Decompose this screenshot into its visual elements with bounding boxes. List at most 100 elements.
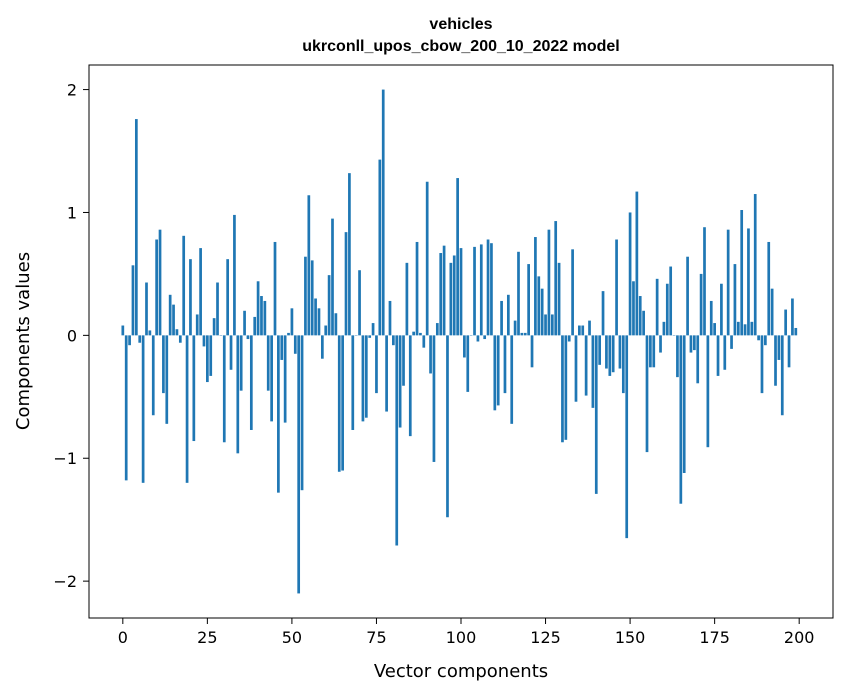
bar-115	[510, 335, 513, 423]
bar-38	[250, 335, 253, 430]
bar-93	[436, 323, 439, 335]
bar-119	[524, 333, 527, 335]
bar-123	[537, 276, 540, 335]
bar-5	[138, 335, 141, 342]
bar-139	[592, 335, 595, 408]
x-tick-label-6: 150	[615, 628, 646, 647]
bar-49	[287, 333, 290, 335]
bar-109	[490, 243, 493, 335]
bar-47	[280, 335, 283, 360]
bar-55	[307, 195, 310, 335]
bar-142	[602, 291, 605, 335]
bar-175	[713, 323, 716, 335]
bar-19	[186, 335, 189, 482]
bar-94	[439, 253, 442, 335]
bar-3	[132, 265, 135, 335]
x-tick-label-5: 125	[530, 628, 561, 647]
bar-72	[365, 335, 368, 417]
bar-43	[267, 335, 270, 390]
bar-4	[135, 119, 138, 335]
bar-162	[669, 267, 672, 336]
bar-180	[730, 335, 733, 349]
bar-132	[568, 335, 571, 341]
bar-137	[585, 335, 588, 395]
bar-153	[639, 296, 642, 335]
bar-68	[351, 335, 354, 430]
bar-138	[588, 321, 591, 336]
bar-95	[443, 246, 446, 336]
chart-subtitle: ukrconll_upos_cbow_200_10_2022 model	[302, 38, 619, 55]
bar-51	[294, 335, 297, 353]
bar-112	[500, 301, 503, 335]
bar-178	[723, 335, 726, 369]
bar-125	[544, 314, 547, 335]
bar-31	[226, 259, 229, 335]
bar-144	[608, 335, 611, 376]
y-tick-label-2: 0	[67, 326, 77, 345]
bar-145	[612, 335, 615, 372]
bar-16	[176, 329, 179, 335]
bar-62	[331, 219, 334, 336]
bar-160	[663, 322, 666, 336]
bar-7	[145, 283, 148, 336]
bar-86	[412, 332, 415, 336]
bar-190	[764, 335, 767, 345]
bar-25	[206, 335, 209, 382]
bar-113	[504, 335, 507, 393]
bar-182	[737, 322, 740, 336]
bars-group	[121, 90, 797, 594]
x-axis-label: Vector components	[374, 661, 548, 682]
bar-28	[216, 283, 219, 336]
bar-57	[314, 298, 317, 335]
bar-52	[297, 335, 300, 593]
y-tick-label-1: −1	[53, 449, 77, 468]
bar-96	[446, 335, 449, 517]
bar-63	[335, 313, 338, 335]
bar-54	[304, 257, 307, 336]
bar-197	[788, 335, 791, 367]
bar-45	[274, 242, 277, 335]
bar-147	[619, 335, 622, 368]
bar-10	[155, 240, 158, 336]
y-tick-label-0: −2	[53, 572, 77, 591]
bar-183	[740, 210, 743, 335]
bar-53	[301, 335, 304, 490]
bar-169	[693, 335, 696, 350]
bar-134	[575, 335, 578, 401]
bar-177	[720, 284, 723, 336]
bar-192	[771, 289, 774, 336]
bar-170	[696, 335, 699, 383]
bar-184	[744, 324, 747, 335]
bar-104	[473, 247, 476, 335]
bar-2	[128, 335, 131, 345]
bar-17	[179, 335, 182, 342]
bar-87	[416, 242, 419, 335]
bar-187	[754, 194, 757, 335]
bar-136	[581, 326, 584, 336]
x-tick-label-0: 0	[118, 628, 128, 647]
bar-30	[223, 335, 226, 442]
bar-40	[257, 281, 260, 335]
bar-152	[636, 192, 639, 336]
bar-77	[382, 90, 385, 336]
bar-79	[389, 301, 392, 335]
bar-60	[324, 326, 327, 336]
bar-44	[270, 335, 273, 421]
bar-106	[480, 244, 483, 335]
bar-9	[152, 335, 155, 415]
bar-35	[240, 335, 243, 390]
bar-23	[199, 248, 202, 335]
bar-59	[321, 335, 324, 358]
bar-39	[253, 317, 256, 335]
bar-150	[629, 212, 632, 335]
bar-37	[247, 335, 250, 339]
bar-80	[392, 335, 395, 345]
bar-20	[189, 259, 192, 335]
bar-195	[781, 335, 784, 415]
bar-8	[149, 330, 152, 335]
y-tick-label-4: 2	[67, 81, 77, 100]
bar-101	[463, 335, 466, 357]
bar-81	[395, 335, 398, 545]
